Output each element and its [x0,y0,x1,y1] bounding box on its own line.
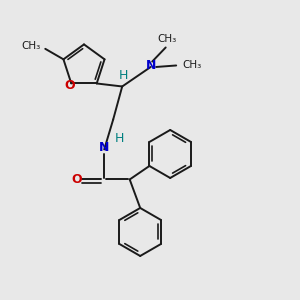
Text: CH₃: CH₃ [22,41,41,51]
Text: O: O [71,173,82,186]
Text: N: N [146,59,156,72]
Text: O: O [64,79,74,92]
Text: CH₃: CH₃ [183,61,202,70]
Text: CH₃: CH₃ [158,34,177,44]
Text: N: N [99,142,110,154]
Text: H: H [115,133,124,146]
Text: H: H [119,70,128,83]
